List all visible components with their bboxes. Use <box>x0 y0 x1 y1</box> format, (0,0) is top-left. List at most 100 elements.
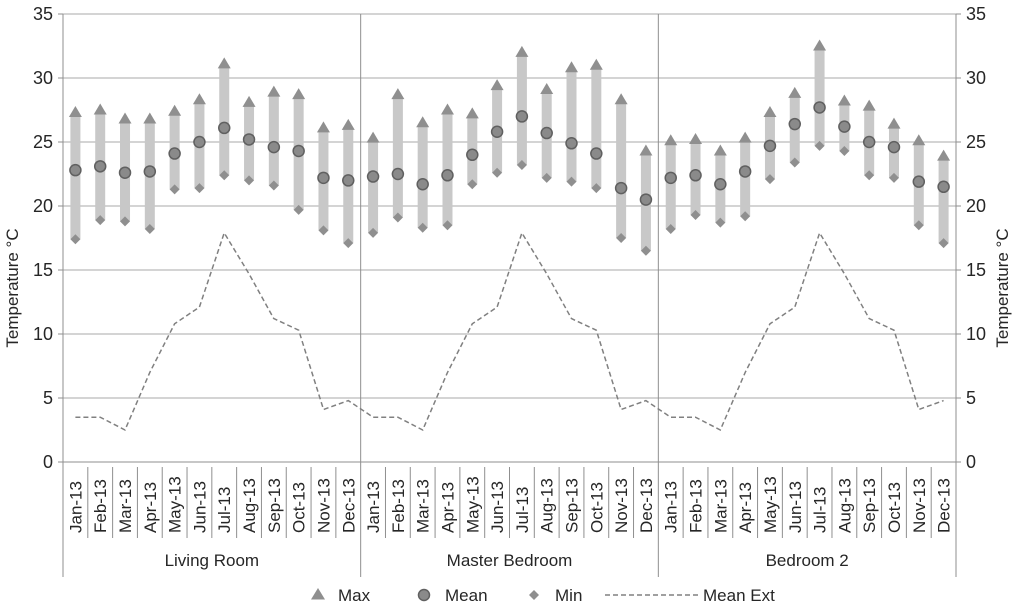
max-marker <box>763 106 777 118</box>
min-marker <box>640 245 651 256</box>
mean-marker <box>738 165 752 178</box>
max-marker <box>93 103 107 115</box>
max-marker <box>639 144 653 156</box>
range-bar <box>516 54 527 166</box>
y-tick-label-right: 35 <box>966 4 986 24</box>
max-marker <box>416 116 430 128</box>
max-marker <box>292 88 306 100</box>
min-marker <box>70 234 81 245</box>
month-label: Jun-13 <box>488 481 507 533</box>
range-bar <box>616 101 627 238</box>
max-marker <box>813 39 827 51</box>
y-axis-title-left: Temperature °C <box>3 228 22 347</box>
range-bar <box>740 140 751 217</box>
month-label: Jul-13 <box>811 487 830 533</box>
y-axis-title-right: Temperature °C <box>993 228 1012 347</box>
max-marker <box>192 93 206 105</box>
max-marker <box>887 117 901 129</box>
mean-marker <box>887 140 901 154</box>
min-marker <box>169 184 180 195</box>
mean-marker <box>168 147 181 160</box>
min-marker <box>194 183 205 194</box>
legend-mean-icon <box>417 588 431 602</box>
month-label: Nov-13 <box>612 478 631 533</box>
month-label: Apr-13 <box>438 482 457 533</box>
month-label: Feb-13 <box>91 479 110 533</box>
max-marker <box>738 131 752 143</box>
min-marker <box>888 172 899 183</box>
min-marker <box>417 222 428 233</box>
y-tick-label-right: 20 <box>966 196 986 216</box>
legend-label: Mean <box>445 586 488 605</box>
max-marker <box>68 106 82 118</box>
y-tick-label-right: 15 <box>966 260 986 280</box>
min-marker <box>864 170 875 181</box>
range-bar <box>665 142 676 230</box>
y-tick-label-right: 10 <box>966 324 986 344</box>
y-tick-label-left: 20 <box>33 196 53 216</box>
y-tick-label-left: 30 <box>33 68 53 88</box>
legend-label: Mean Ext <box>703 586 775 605</box>
mean-marker <box>217 121 231 135</box>
mean-marker <box>515 110 529 123</box>
max-marker <box>937 149 951 161</box>
min-marker <box>268 180 279 191</box>
month-label: Oct-13 <box>290 482 309 533</box>
month-label: Aug-13 <box>538 478 557 533</box>
mean-ext-line <box>75 231 944 432</box>
y-tick-label-left: 10 <box>33 324 53 344</box>
legend-max-icon <box>311 588 325 600</box>
month-label: May-13 <box>463 476 482 533</box>
range-bar <box>219 65 230 176</box>
mean-marker <box>292 144 305 158</box>
range-bar <box>566 69 577 182</box>
y-tick-label-right: 25 <box>966 132 986 152</box>
mean-marker <box>590 147 603 160</box>
y-tick-label-left: 35 <box>33 4 53 24</box>
range-bar <box>70 114 81 240</box>
min-marker <box>715 217 726 228</box>
max-marker <box>540 83 554 95</box>
mean-marker <box>242 133 256 146</box>
legend-min-icon <box>529 590 539 600</box>
mean-marker <box>689 169 702 182</box>
max-marker <box>565 61 579 73</box>
mean-marker <box>441 169 454 182</box>
month-label: Apr-13 <box>736 482 755 533</box>
mean-marker <box>193 135 206 149</box>
min-marker <box>764 174 775 185</box>
min-marker <box>392 212 403 223</box>
mean-marker <box>838 120 851 133</box>
mean-marker <box>366 170 380 183</box>
max-marker <box>316 121 330 133</box>
mean-marker <box>69 163 82 177</box>
mean-marker <box>912 175 926 188</box>
room-label: Master Bedroom <box>447 551 573 570</box>
mean-marker <box>862 135 876 149</box>
month-label: Mar-13 <box>711 479 730 533</box>
min-marker <box>665 224 676 235</box>
min-marker <box>95 215 106 226</box>
max-marker <box>837 94 851 106</box>
month-label: Jan-13 <box>662 481 681 533</box>
mean-marker <box>93 160 107 173</box>
legend-label: Min <box>555 586 582 605</box>
max-marker <box>788 86 802 98</box>
room-label: Bedroom 2 <box>766 551 849 570</box>
min-marker <box>591 183 602 194</box>
y-tick-label-left: 5 <box>43 388 53 408</box>
mean-marker <box>342 174 355 187</box>
min-marker <box>839 145 850 156</box>
month-label: Dec-13 <box>637 478 656 533</box>
month-label: Jul-13 <box>215 487 234 533</box>
mean-marker <box>565 137 578 150</box>
mean-marker <box>416 177 429 191</box>
mean-marker <box>664 171 677 185</box>
min-marker <box>740 211 751 222</box>
min-marker <box>516 160 527 171</box>
max-marker <box>143 112 157 124</box>
y-tick-label-left: 0 <box>43 452 53 472</box>
max-marker <box>515 45 529 57</box>
